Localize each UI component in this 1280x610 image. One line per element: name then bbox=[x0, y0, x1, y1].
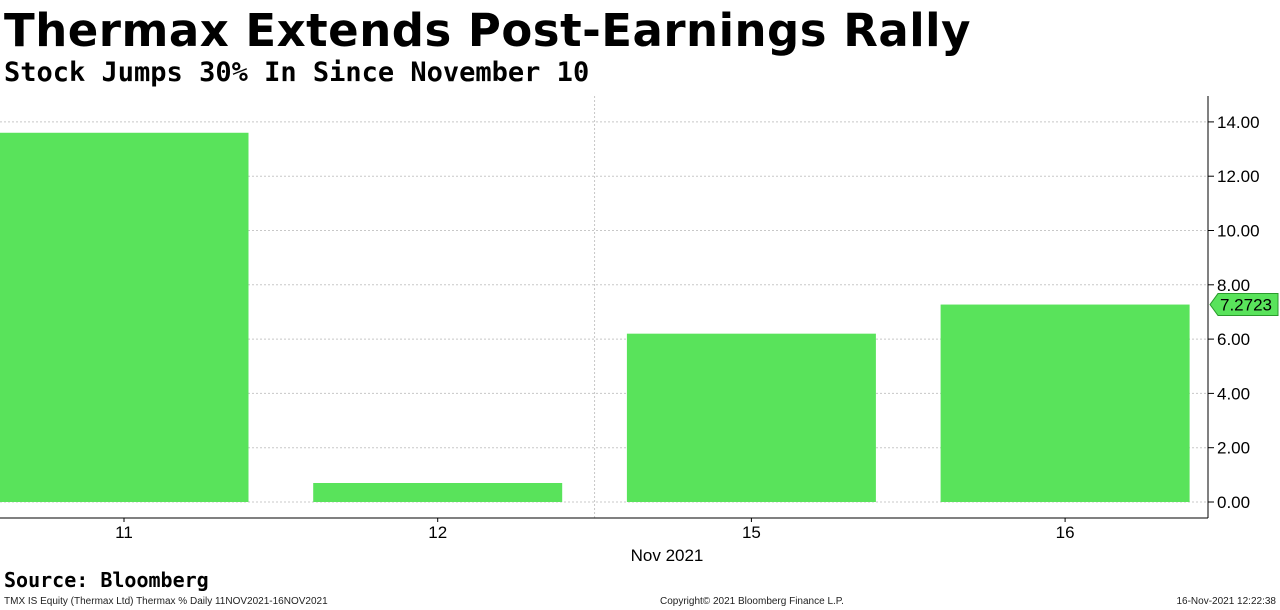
footer-copyright: Copyright© 2021 Bloomberg Finance L.P. bbox=[660, 596, 844, 607]
x-tick-label: 12 bbox=[428, 523, 447, 542]
chart-title: Thermax Extends Post-Earnings Rally bbox=[4, 4, 971, 57]
y-tick-label: 6.00 bbox=[1217, 330, 1250, 349]
footer-ticker-info: TMX IS Equity (Thermax Ltd) Thermax % Da… bbox=[4, 596, 328, 607]
y-tick-label: 14.00 bbox=[1217, 113, 1260, 132]
source-note: Source: Bloomberg bbox=[4, 568, 209, 592]
last-value-tag bbox=[1209, 293, 1279, 317]
bar-chart: 11 12 15 16 Nov 2021 0.00 2.00 4.00 6.00 8.00 10.0… bbox=[0, 96, 1279, 565]
x-tick-label: 15 bbox=[742, 523, 761, 542]
y-tick-label: 12.00 bbox=[1217, 167, 1260, 186]
footer: TMX IS Equity (Thermax Ltd) Thermax % Da… bbox=[0, 594, 1280, 610]
bar bbox=[940, 304, 1190, 502]
x-tick-label: 16 bbox=[1056, 523, 1075, 542]
y-tick-label: 0.00 bbox=[1217, 493, 1250, 512]
footer-timestamp: 16-Nov-2021 12:22:38 bbox=[1176, 596, 1276, 607]
bar bbox=[626, 333, 876, 502]
y-tick-label: 4.00 bbox=[1217, 384, 1250, 403]
bar bbox=[313, 482, 563, 502]
last-value-label: 7.2723 bbox=[1220, 296, 1272, 315]
y-tick-label: 10.00 bbox=[1217, 222, 1260, 241]
x-axis-label: Nov 2021 bbox=[631, 546, 704, 565]
chart-area: 11 12 15 16 Nov 2021 0.00 2.00 4.00 6.00 8.00 10.0… bbox=[0, 96, 1280, 566]
chart-subtitle: Stock Jumps 30% In Since November 10 bbox=[4, 57, 590, 88]
bar bbox=[0, 132, 249, 502]
y-tick-label: 8.00 bbox=[1217, 276, 1250, 295]
x-tick-label: 11 bbox=[115, 523, 133, 542]
y-tick-label: 2.00 bbox=[1217, 439, 1250, 458]
